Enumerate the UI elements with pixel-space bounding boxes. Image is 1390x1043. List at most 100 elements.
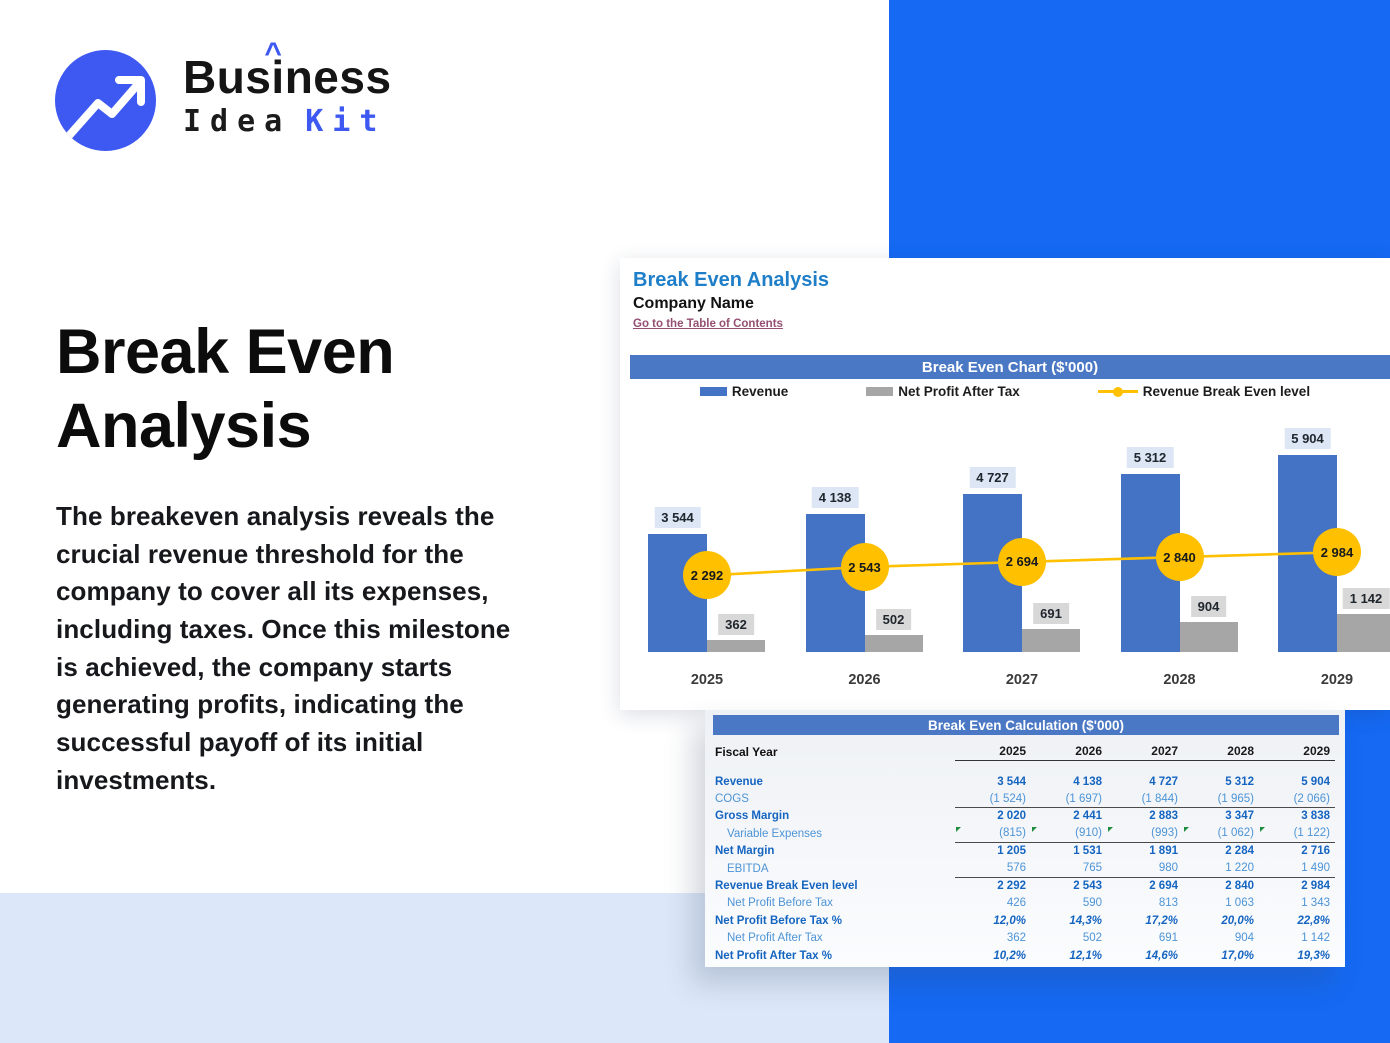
cell: 2 883 bbox=[1149, 810, 1178, 823]
cell: 2 284 bbox=[1225, 845, 1254, 858]
sheet-chart-card: Break Even Analysis Company Name Go to t… bbox=[620, 258, 1390, 710]
row-label: Net Profit After Tax % bbox=[715, 949, 832, 962]
cell: 502 bbox=[1082, 932, 1102, 945]
revenue-swatch-icon bbox=[699, 387, 727, 396]
sheet-title: Break Even Analysis bbox=[633, 269, 830, 291]
legend-label-breakeven: Revenue Break Even level bbox=[1142, 384, 1311, 399]
trend-arrow-icon bbox=[63, 76, 145, 142]
brand-logo: Bus ^ iness Idea Kit bbox=[55, 39, 392, 151]
legend-item-breakeven: Revenue Break Even level bbox=[1097, 384, 1311, 399]
cell: 19,3% bbox=[1297, 949, 1330, 962]
company-name: Company Name bbox=[633, 295, 754, 312]
cell: 12,1% bbox=[1069, 949, 1102, 962]
cell: 362 bbox=[1006, 932, 1026, 945]
year-cell: 2026 bbox=[1031, 742, 1107, 761]
table-row: Net Profit Before Tax % 12,0% 14,3% 17,2% 20… bbox=[715, 912, 1335, 929]
cell: (2 066) bbox=[1259, 790, 1335, 809]
chart-header: Break Even Chart ($'000) bbox=[630, 355, 1390, 379]
cell: 2 441 bbox=[1073, 810, 1102, 823]
cell: 1 490 bbox=[1259, 859, 1335, 878]
cell: 5 904 bbox=[1301, 775, 1330, 788]
cell: 14,6% bbox=[1145, 949, 1178, 962]
page-description: The breakeven analysis reveals the cruci… bbox=[56, 501, 511, 795]
net-profit-bar bbox=[864, 635, 923, 652]
comment-flag-icon bbox=[1032, 826, 1037, 832]
row-label: Variable Expenses bbox=[727, 827, 823, 840]
cell: (1 697) bbox=[1031, 790, 1107, 809]
cell: 3 544 bbox=[997, 775, 1026, 788]
table-row: Variable Expenses (815) (910) (993) (1 062)(… bbox=[715, 825, 1335, 844]
chart-plot: 3 544 362 2 292 4 138 502 2 543 4 727 691 2 694 5… bbox=[620, 408, 1390, 652]
net-profit-bar bbox=[1337, 613, 1390, 652]
net-profit-swatch-icon bbox=[866, 387, 894, 396]
table-row: Revenue 3 544 4 138 4 727 5 312 5 904 bbox=[715, 773, 1335, 790]
cell: (993) bbox=[1107, 825, 1183, 844]
net-profit-data-label: 1 142 bbox=[1342, 587, 1390, 609]
cell: 426 bbox=[1006, 897, 1026, 910]
net-profit-bar bbox=[1022, 628, 1080, 652]
cell: 765 bbox=[1031, 859, 1107, 878]
cell: 20,0% bbox=[1221, 914, 1254, 927]
logo-icon bbox=[55, 50, 156, 151]
row-label: COGS bbox=[715, 793, 749, 806]
toc-link[interactable]: Go to the Table of Contents bbox=[633, 318, 783, 330]
year-cell: 2025 bbox=[955, 742, 1031, 761]
x-axis-label: 2027 bbox=[1005, 672, 1039, 688]
breakeven-line-icon bbox=[1097, 386, 1138, 397]
year-cell: 2028 bbox=[1183, 742, 1259, 761]
breakeven-point: 2 543 bbox=[840, 543, 889, 592]
page-title: Break Even Analysis bbox=[56, 317, 395, 461]
row-label: Net Profit Before Tax bbox=[727, 897, 833, 910]
cell: 590 bbox=[1082, 897, 1102, 910]
cell: 1 142 bbox=[1301, 932, 1330, 945]
net-profit-bar bbox=[707, 639, 765, 652]
cell: 2 694 bbox=[1149, 880, 1178, 893]
breakeven-dot-icon bbox=[1112, 386, 1123, 397]
cell: 12,0% bbox=[993, 914, 1026, 927]
cell: 14,3% bbox=[1069, 914, 1102, 927]
chart-x-axis: 2025 2026 2027 2028 2029 bbox=[620, 672, 1390, 694]
row-label: Net Profit After Tax bbox=[727, 932, 823, 945]
chart-legend: Revenue Net Profit After Tax Revenue Bre… bbox=[620, 384, 1390, 399]
table-row: Gross Margin 2 020 2 441 2 883 3 347 3 838 bbox=[715, 808, 1335, 825]
cell: (1 524) bbox=[955, 790, 1031, 809]
cell: 2 716 bbox=[1301, 845, 1330, 858]
cell: (1 965) bbox=[1183, 790, 1259, 809]
cell: 5 312 bbox=[1225, 775, 1254, 788]
revenue-data-label: 4 138 bbox=[811, 486, 859, 508]
brand-name-line2: Idea Kit bbox=[183, 104, 387, 139]
cell: (910) bbox=[1031, 825, 1107, 844]
brand-name: Bus ^ iness Idea Kit bbox=[183, 39, 392, 140]
breakeven-point: 2 984 bbox=[1313, 528, 1361, 577]
comment-flag-icon bbox=[1108, 826, 1113, 832]
table-row: Net Profit Before Tax 426 590 813 1 063 1 343 bbox=[715, 895, 1335, 912]
net-profit-data-label: 362 bbox=[718, 613, 754, 635]
cell: 2 840 bbox=[1225, 880, 1254, 893]
cell: (815) bbox=[955, 825, 1031, 844]
cell: 2 984 bbox=[1301, 880, 1330, 893]
cell: 17,0% bbox=[1221, 949, 1254, 962]
cell: 2 020 bbox=[997, 810, 1026, 823]
breakeven-point: 2 292 bbox=[683, 551, 731, 600]
net-profit-bar bbox=[1179, 621, 1238, 652]
x-axis-label: 2028 bbox=[1163, 672, 1196, 688]
cell: 1 891 bbox=[1149, 845, 1178, 858]
table-row: COGS (1 524) (1 697) (1 844) (1 965) (2 066) bbox=[715, 790, 1335, 809]
net-profit-data-label: 691 bbox=[1033, 602, 1069, 624]
comment-flag-icon bbox=[956, 826, 961, 832]
cell: 813 bbox=[1158, 897, 1178, 910]
cell: 1 220 bbox=[1183, 859, 1259, 878]
table-row: Net Profit After Tax 362 502 691 904 1 142 bbox=[715, 930, 1335, 947]
legend-label-revenue: Revenue bbox=[731, 384, 789, 399]
table-row: Net Profit After Tax % 10,2% 12,1% 14,6% 17,… bbox=[715, 947, 1335, 964]
year-cell: 2029 bbox=[1259, 742, 1335, 761]
comment-flag-icon bbox=[1260, 826, 1265, 832]
table-header: Break Even Calculation ($'000) bbox=[713, 715, 1339, 735]
cell: (1 844) bbox=[1107, 790, 1183, 809]
fiscal-year-label: Fiscal Year bbox=[715, 744, 778, 759]
caret-icon: ^ bbox=[264, 37, 283, 70]
cell: 10,2% bbox=[993, 949, 1026, 962]
revenue-data-label: 5 904 bbox=[1284, 427, 1331, 449]
breakeven-point: 2 840 bbox=[1155, 533, 1204, 582]
x-axis-label: 2029 bbox=[1320, 672, 1354, 688]
